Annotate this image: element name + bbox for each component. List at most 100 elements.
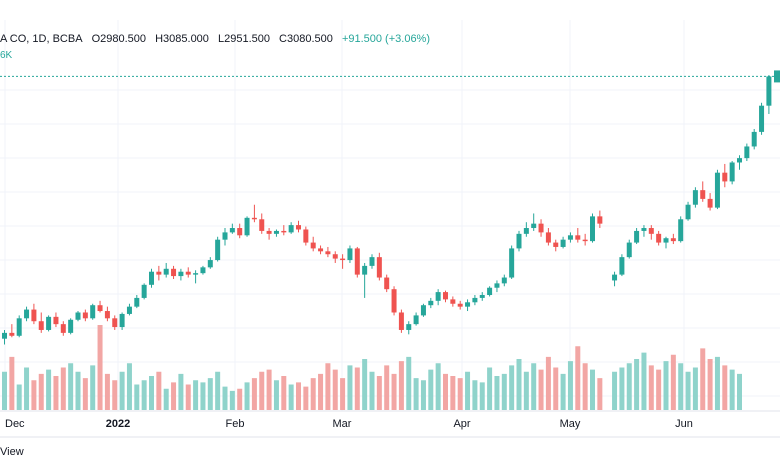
candle-body bbox=[391, 289, 397, 313]
candle-body bbox=[700, 190, 706, 199]
volume-bar bbox=[156, 371, 162, 410]
volume-bar bbox=[737, 373, 742, 410]
brand-footer[interactable]: View bbox=[0, 446, 24, 458]
volume-bar bbox=[171, 382, 177, 410]
candle bbox=[318, 245, 324, 255]
candle-body bbox=[303, 229, 309, 243]
volume-bar bbox=[16, 384, 22, 410]
volume-bar bbox=[193, 380, 199, 410]
volume-bar bbox=[413, 378, 419, 410]
candle-body bbox=[244, 217, 250, 236]
candle-body bbox=[516, 233, 522, 249]
candle bbox=[126, 303, 132, 316]
candle bbox=[479, 292, 485, 301]
candle-body bbox=[443, 292, 448, 300]
candle bbox=[82, 309, 88, 322]
volume-bar bbox=[369, 371, 375, 410]
volume-bar bbox=[516, 359, 522, 410]
candle bbox=[112, 315, 118, 330]
x-tick-label: Apr bbox=[453, 418, 470, 430]
close-value: C3080.500 bbox=[279, 33, 333, 45]
volume-bar bbox=[590, 369, 595, 410]
candle bbox=[634, 228, 640, 245]
volume-bar bbox=[53, 376, 59, 410]
candle bbox=[119, 312, 125, 330]
candle-body bbox=[200, 267, 206, 274]
candle-body bbox=[545, 232, 551, 243]
x-tick-label: Mar bbox=[333, 418, 352, 430]
volume-bar bbox=[626, 363, 632, 410]
volume-bar bbox=[582, 363, 588, 410]
candle-body bbox=[685, 204, 691, 220]
candle bbox=[185, 267, 191, 278]
candle-body bbox=[2, 332, 7, 339]
candle bbox=[648, 225, 654, 240]
candle-body bbox=[134, 297, 140, 307]
candle-body bbox=[171, 268, 177, 277]
volume-bar bbox=[479, 382, 485, 410]
candle-body bbox=[450, 299, 456, 304]
candle-body bbox=[560, 239, 566, 247]
volume-bar bbox=[457, 378, 463, 410]
volume-bar bbox=[545, 356, 551, 410]
volume-bar bbox=[237, 388, 243, 410]
volume-bar bbox=[663, 361, 669, 410]
volume-bar bbox=[163, 388, 169, 410]
volume-bar bbox=[406, 356, 412, 410]
candle bbox=[9, 324, 15, 338]
volume-bar bbox=[259, 371, 265, 410]
candle bbox=[531, 213, 537, 231]
candle-body bbox=[126, 306, 132, 314]
volume-bar bbox=[310, 378, 316, 410]
candle-body bbox=[215, 239, 221, 261]
candle-body bbox=[38, 321, 44, 330]
candle bbox=[523, 222, 529, 237]
volume-bar bbox=[68, 363, 74, 410]
volume-bar bbox=[222, 386, 228, 410]
candle-body bbox=[68, 319, 74, 333]
candle-body bbox=[538, 223, 544, 233]
candle bbox=[722, 163, 728, 188]
candle bbox=[450, 296, 456, 307]
candlesticks bbox=[2, 75, 772, 345]
volume-bar bbox=[707, 359, 713, 410]
candle bbox=[134, 295, 140, 309]
volume-bar bbox=[60, 367, 66, 410]
volume-bar bbox=[126, 363, 132, 410]
volume-bar bbox=[472, 380, 478, 410]
candle bbox=[332, 251, 338, 263]
candle bbox=[68, 318, 74, 335]
candle-body bbox=[362, 265, 368, 275]
candle bbox=[406, 321, 412, 335]
volume-bar bbox=[443, 373, 448, 410]
candle-body bbox=[494, 283, 500, 288]
candle bbox=[516, 230, 522, 252]
candle bbox=[567, 232, 573, 243]
volume-bar bbox=[104, 373, 110, 410]
candle bbox=[443, 290, 448, 303]
candle-body bbox=[266, 230, 272, 234]
candle-body bbox=[648, 228, 654, 234]
candle bbox=[229, 223, 235, 234]
candle bbox=[619, 254, 625, 277]
candle bbox=[75, 311, 81, 322]
volume-bar bbox=[303, 386, 309, 410]
volume-bar bbox=[501, 373, 507, 410]
candle-body bbox=[24, 309, 30, 319]
candle bbox=[281, 225, 287, 236]
volume-bar bbox=[575, 346, 581, 410]
volume-bar bbox=[641, 352, 647, 410]
volume-bar bbox=[288, 384, 294, 410]
volume-bar bbox=[46, 369, 52, 410]
candle-body bbox=[347, 248, 353, 261]
high-value: H3085.000 bbox=[155, 33, 209, 45]
candle bbox=[16, 315, 22, 338]
last-price-marker bbox=[774, 70, 780, 83]
candle bbox=[60, 321, 66, 336]
volume-bar bbox=[266, 369, 272, 410]
candle-body bbox=[582, 239, 588, 242]
candle-body bbox=[472, 297, 478, 303]
candle bbox=[420, 303, 426, 317]
candle-body bbox=[369, 257, 375, 266]
